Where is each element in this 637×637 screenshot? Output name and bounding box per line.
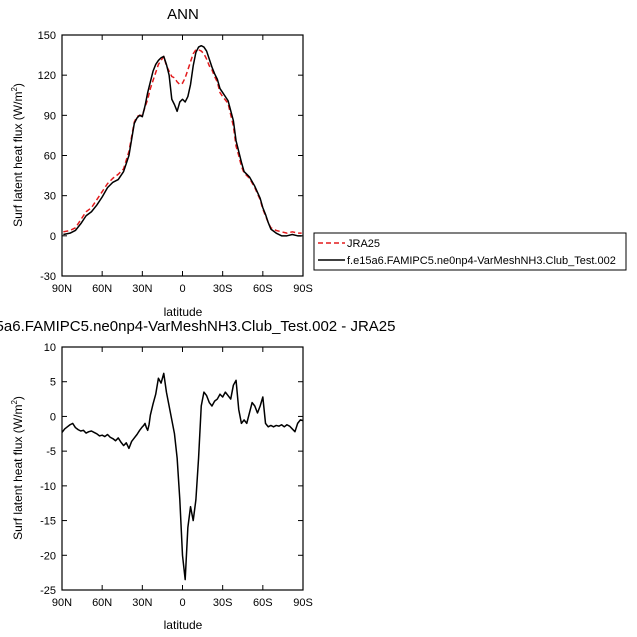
top-xtick-label: 90S bbox=[293, 283, 313, 295]
bottom-xtick-label: 60N bbox=[92, 597, 112, 609]
top-series-line-0 bbox=[63, 48, 302, 234]
bottom-ytick-label: -20 bbox=[40, 550, 56, 562]
top-chart-title: ANN bbox=[167, 6, 199, 23]
bottom-series-line-0 bbox=[61, 372, 304, 581]
top-xtick-label: 60S bbox=[253, 283, 273, 295]
bottom-chart-frame bbox=[61, 346, 304, 591]
top-ytick-label: 30 bbox=[44, 191, 56, 203]
bottom-chart-title: f.e15a6.FAMIPC5.ne0np4-VarMeshNH3.Club_T… bbox=[0, 318, 395, 335]
bottom-chart-ticks: -25 -20 -15 -10 -5 0 5 10 90N 60N 30N 0 30S 60S 90S bbox=[40, 342, 313, 609]
top-xtick-label: 0 bbox=[179, 283, 185, 295]
top-ytick-label: 120 bbox=[38, 70, 56, 82]
bottom-ytick-label: -25 bbox=[40, 585, 56, 597]
bottom-xtick-label: 90S bbox=[293, 597, 313, 609]
legend-label-jra25: JRA25 bbox=[347, 238, 380, 250]
top-xtick-label: 90N bbox=[52, 283, 72, 295]
bottom-ytick-label: 10 bbox=[44, 342, 56, 354]
top-series-line-1 bbox=[63, 44, 302, 237]
top-xtick-label: 30N bbox=[132, 283, 152, 295]
top-ytick-label: 150 bbox=[38, 30, 56, 42]
bottom-ytick-label: -5 bbox=[46, 446, 56, 458]
bottom-xtick-label: 30N bbox=[132, 597, 152, 609]
bottom-chart-ylabel: Surf latent heat flux (W/m2) bbox=[10, 396, 25, 540]
legend-label-model: f.e15a6.FAMIPC5.ne0np4-VarMeshNH3.Club_T… bbox=[347, 255, 616, 267]
bottom-chart-series bbox=[61, 372, 304, 581]
bottom-chart: f.e15a6.FAMIPC5.ne0np4-VarMeshNH3.Club_T… bbox=[0, 318, 395, 632]
bottom-ytick-label: 0 bbox=[50, 411, 56, 423]
top-ytick-label: 60 bbox=[44, 151, 56, 163]
top-chart-ticks: -30 0 30 60 90 120 150 90N 60N 30N 0 30S 60S 90S bbox=[38, 30, 313, 295]
top-chart-xlabel: latitude bbox=[164, 305, 203, 319]
top-chart-series bbox=[63, 44, 302, 237]
bottom-chart-xlabel: latitude bbox=[164, 618, 203, 632]
top-ytick-label: 90 bbox=[44, 110, 56, 122]
top-ytick-label: -30 bbox=[40, 271, 56, 283]
top-xtick-label: 30S bbox=[213, 283, 233, 295]
bottom-xtick-label: 0 bbox=[179, 597, 185, 609]
legend-box bbox=[313, 232, 627, 271]
top-xtick-label: 60N bbox=[92, 283, 112, 295]
bottom-xtick-label: 60S bbox=[253, 597, 273, 609]
top-chart-frame bbox=[61, 34, 304, 277]
legend: JRA25 f.e15a6.FAMIPC5.ne0np4-VarMeshNH3.… bbox=[313, 232, 627, 271]
bottom-ytick-label: 5 bbox=[50, 377, 56, 389]
bottom-ytick-label: -10 bbox=[40, 481, 56, 493]
top-ytick-label: 0 bbox=[50, 231, 56, 243]
bottom-xtick-label: 30S bbox=[213, 597, 233, 609]
bottom-ytick-label: -15 bbox=[40, 516, 56, 528]
bottom-xtick-label: 90N bbox=[52, 597, 72, 609]
top-chart-ylabel: Surf latent heat flux (W/m2) bbox=[10, 83, 25, 227]
